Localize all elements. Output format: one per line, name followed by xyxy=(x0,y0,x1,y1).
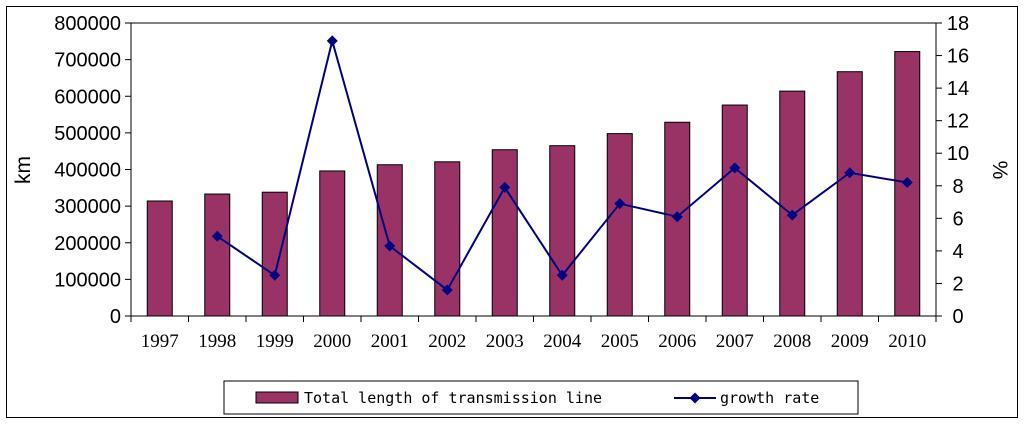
legend-bar-swatch xyxy=(255,391,299,404)
right-tick-label: 18 xyxy=(947,13,969,35)
bar-2005 xyxy=(606,133,633,317)
growth-rate-point-1999 xyxy=(269,269,281,281)
bar-2008 xyxy=(779,90,806,317)
bar-2000 xyxy=(319,170,346,317)
legend-box xyxy=(223,380,859,415)
bar-2009 xyxy=(836,71,863,317)
left-tick-label: 600000 xyxy=(54,86,121,108)
x-tick-label: 1998 xyxy=(198,331,236,352)
x-tick-label: 2010 xyxy=(888,331,926,352)
growth-rate-point-2009 xyxy=(844,167,856,179)
x-tick-label: 2001 xyxy=(371,331,409,352)
growth-rate-point-2003 xyxy=(499,181,511,193)
growth-rate-point-2008 xyxy=(786,209,798,221)
legend-bar-label: Total length of transmission line xyxy=(304,389,602,407)
right-tick-label: 10 xyxy=(947,143,969,165)
plot-area xyxy=(130,22,937,317)
growth-rate-point-2010 xyxy=(901,177,913,189)
left-tick-label: 400000 xyxy=(54,160,121,182)
left-tick-label: 500000 xyxy=(54,123,121,145)
x-tick-label: 2000 xyxy=(313,331,351,352)
x-tick-label: 2002 xyxy=(428,331,466,352)
bar-2001 xyxy=(376,164,403,317)
right-tick-label: 8 xyxy=(952,176,963,198)
left-tick-label: 0 xyxy=(110,306,121,328)
x-axis: 1997 1998 1999 2000 2001 2002 2003 2004 2005 2006… xyxy=(130,316,937,352)
bar-1998 xyxy=(204,193,231,317)
growth-rate-point-2001 xyxy=(384,240,396,252)
bar-1999 xyxy=(261,191,288,317)
left-axis: 0 100000 200000 300000 400000 500000 600000 700… xyxy=(54,13,131,328)
growth-rate-point-2007 xyxy=(729,162,741,174)
x-tick-label: 2009 xyxy=(831,331,869,352)
right-tick-label: 14 xyxy=(947,78,969,100)
right-tick-label: 4 xyxy=(952,241,963,263)
x-tick-label: 2004 xyxy=(543,331,582,352)
right-tick-label: 0 xyxy=(952,306,963,328)
right-tick-label: 6 xyxy=(952,208,963,230)
x-tick-label: 1999 xyxy=(256,331,294,352)
growth-rate-point-2006 xyxy=(671,211,683,223)
x-tick-label: 2003 xyxy=(486,331,524,352)
bar-series xyxy=(146,51,921,317)
left-tick-label: 800000 xyxy=(54,13,121,35)
right-tick-label: 2 xyxy=(952,273,963,295)
x-tick-label: 2007 xyxy=(716,331,754,352)
bar-2003 xyxy=(491,149,518,317)
right-axis: 0 2 4 6 8 10 12 14 16 18 xyxy=(936,13,969,328)
right-tick-label: 12 xyxy=(947,111,969,133)
x-tick-label: 1997 xyxy=(141,331,179,352)
growth-rate-point-2000 xyxy=(326,35,338,47)
left-axis-label: km xyxy=(12,156,35,184)
growth-rate-point-2004 xyxy=(556,269,568,281)
x-tick-label: 2006 xyxy=(658,331,696,352)
legend-line-marker xyxy=(689,392,701,404)
left-tick-label: 100000 xyxy=(54,269,121,291)
x-tick-label: 2005 xyxy=(601,331,639,352)
legend-line-label: growth rate xyxy=(720,389,819,407)
line-series xyxy=(211,35,913,296)
growth-rate-point-1998 xyxy=(211,230,223,242)
growth-rate-point-2005 xyxy=(614,198,626,210)
left-tick-label: 300000 xyxy=(54,196,121,218)
growth-rate-point-2002 xyxy=(441,284,453,296)
x-tick-label: 2008 xyxy=(773,331,811,352)
bar-2004 xyxy=(549,145,576,317)
right-axis-label: % xyxy=(988,161,1011,180)
left-tick-label: 200000 xyxy=(54,233,121,255)
left-tick-label: 700000 xyxy=(54,50,121,72)
right-tick-label: 16 xyxy=(947,46,969,68)
legend: Total length of transmission line growth… xyxy=(223,380,859,415)
bar-1997 xyxy=(146,200,173,317)
bar-2007 xyxy=(721,104,748,317)
